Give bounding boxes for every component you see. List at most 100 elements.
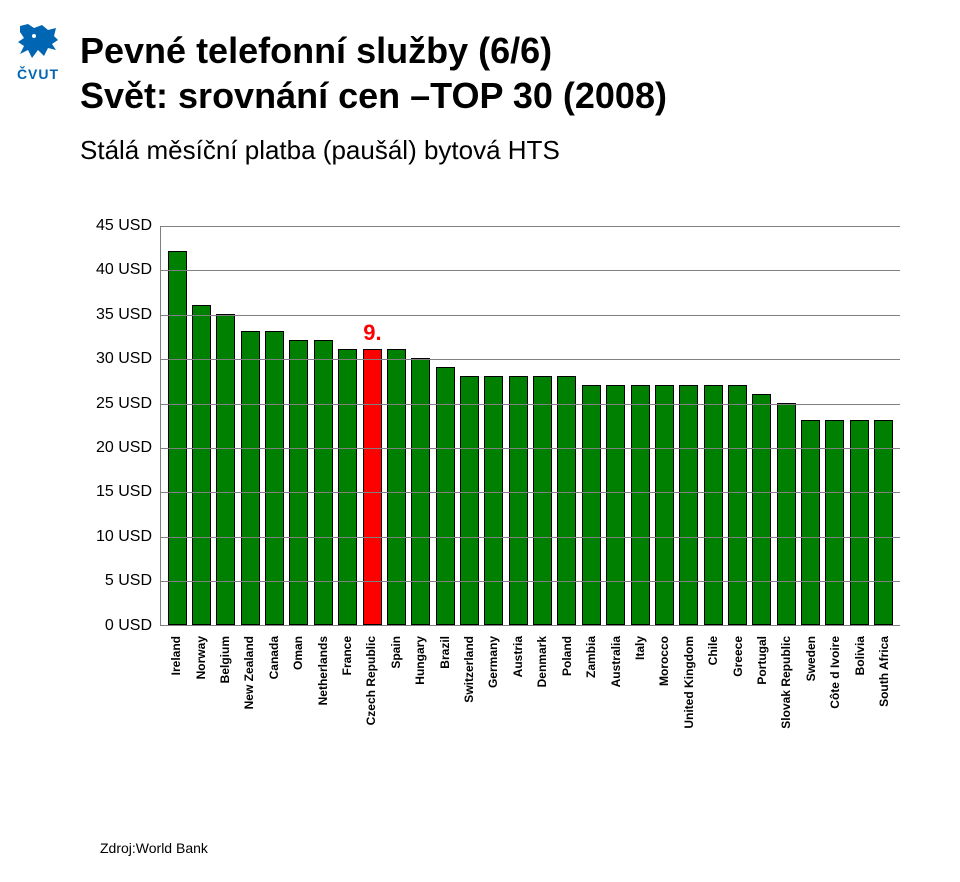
x-tick-slot: Czech Republic	[359, 630, 383, 745]
bars-container	[161, 226, 900, 625]
bar-chart: 0 USD5 USD10 USD15 USD20 USD25 USD30 USD…	[100, 226, 910, 746]
x-tick-slot: Germany	[481, 630, 505, 745]
x-tick-slot: United Kingdom	[677, 630, 701, 745]
grid-line	[161, 448, 900, 449]
bar	[874, 420, 893, 624]
plot-area: 9.	[160, 226, 900, 626]
bar-slot	[774, 226, 798, 625]
bar-slot	[823, 226, 847, 625]
bar	[436, 367, 455, 625]
grid-line	[161, 537, 900, 538]
x-tick-slot: Ireland	[164, 630, 188, 745]
bar-slot	[725, 226, 749, 625]
x-tick-label: Chile	[706, 636, 720, 665]
bar-slot	[482, 226, 506, 625]
x-tick-label: New Zealand	[242, 636, 256, 709]
bar-slot	[384, 226, 408, 625]
bar	[582, 385, 601, 625]
grid-line	[161, 581, 900, 582]
x-tick-label: Canada	[267, 636, 281, 679]
page-subtitle: Stálá měsíční platba (paušál) bytová HTS	[80, 135, 930, 166]
x-tick-slot: Chile	[701, 630, 725, 745]
x-axis-labels: Ireland Norway Belgium New Zealand Canada Oma…	[160, 630, 900, 745]
bar-slot	[750, 226, 774, 625]
y-tick-label: 25 USD	[96, 395, 152, 413]
lion-icon	[14, 20, 62, 64]
x-tick-label: Sweden	[804, 636, 818, 681]
bar	[168, 251, 187, 624]
x-tick-label: Norway	[194, 636, 208, 679]
bar	[216, 314, 235, 625]
y-tick-label: 35 USD	[96, 306, 152, 324]
x-tick-slot: Zambia	[579, 630, 603, 745]
x-tick-slot: Brazil	[432, 630, 456, 745]
bar-slot	[628, 226, 652, 625]
x-tick-slot: Oman	[286, 630, 310, 745]
bar	[850, 420, 869, 624]
x-tick-label: Oman	[291, 636, 305, 670]
x-tick-slot: Hungary	[408, 630, 432, 745]
x-tick-label: Switzerland	[462, 636, 476, 703]
x-tick-slot: New Zealand	[237, 630, 261, 745]
x-tick-label: Ireland	[169, 636, 183, 675]
x-tick-label: Germany	[486, 636, 500, 688]
x-tick-slot: South Africa	[872, 630, 896, 745]
bar	[631, 385, 650, 625]
bar	[606, 385, 625, 625]
bar-slot	[238, 226, 262, 625]
bar-slot	[287, 226, 311, 625]
x-tick-slot: Canada	[262, 630, 286, 745]
y-tick-label: 40 USD	[96, 261, 152, 279]
x-tick-label: Morocco	[657, 636, 671, 686]
grid-line	[161, 315, 900, 316]
bar-slot	[847, 226, 871, 625]
bar	[679, 385, 698, 625]
bar	[509, 376, 528, 625]
y-tick-label: 5 USD	[105, 572, 152, 590]
bar-slot	[798, 226, 822, 625]
bar	[752, 394, 771, 625]
x-tick-label: France	[340, 636, 354, 675]
bar-slot	[311, 226, 335, 625]
x-tick-slot: Belgium	[213, 630, 237, 745]
bar	[777, 403, 796, 625]
x-tick-slot: Italy	[628, 630, 652, 745]
bar-slot	[189, 226, 213, 625]
bar-slot	[652, 226, 676, 625]
y-tick-label: 0 USD	[105, 617, 152, 635]
bar	[801, 420, 820, 624]
bar-slot	[871, 226, 895, 625]
bar-slot	[336, 226, 360, 625]
bar	[557, 376, 576, 625]
x-tick-slot: Portugal	[750, 630, 774, 745]
y-tick-label: 45 USD	[96, 217, 152, 235]
bar	[387, 349, 406, 625]
page-title-line1: Pevné telefonní služby (6/6)	[80, 30, 930, 71]
bar-slot	[214, 226, 238, 625]
bar-slot	[603, 226, 627, 625]
x-tick-label: Côte d Ivoire	[828, 636, 842, 709]
bar-slot	[555, 226, 579, 625]
x-tick-label: Hungary	[413, 636, 427, 685]
bar-slot	[409, 226, 433, 625]
bar-slot	[433, 226, 457, 625]
x-tick-slot: Poland	[555, 630, 579, 745]
bar	[704, 385, 723, 625]
bar-slot	[165, 226, 189, 625]
bar-slot	[262, 226, 286, 625]
slide: ČVUT Pevné telefonní služby (6/6) Svět: …	[0, 0, 960, 882]
bar	[363, 349, 382, 625]
y-tick-label: 20 USD	[96, 439, 152, 457]
x-tick-slot: Slovak Republic	[774, 630, 798, 745]
x-tick-slot: Switzerland	[457, 630, 481, 745]
x-tick-slot: Bolivia	[847, 630, 871, 745]
x-tick-label: Italy	[633, 636, 647, 660]
x-tick-label: Netherlands	[316, 636, 330, 705]
grid-line	[161, 226, 900, 227]
x-tick-label: Zambia	[584, 636, 598, 678]
x-tick-slot: Spain	[384, 630, 408, 745]
bar	[192, 305, 211, 625]
bar-slot	[457, 226, 481, 625]
x-tick-slot: Australia	[603, 630, 627, 745]
bar	[825, 420, 844, 624]
